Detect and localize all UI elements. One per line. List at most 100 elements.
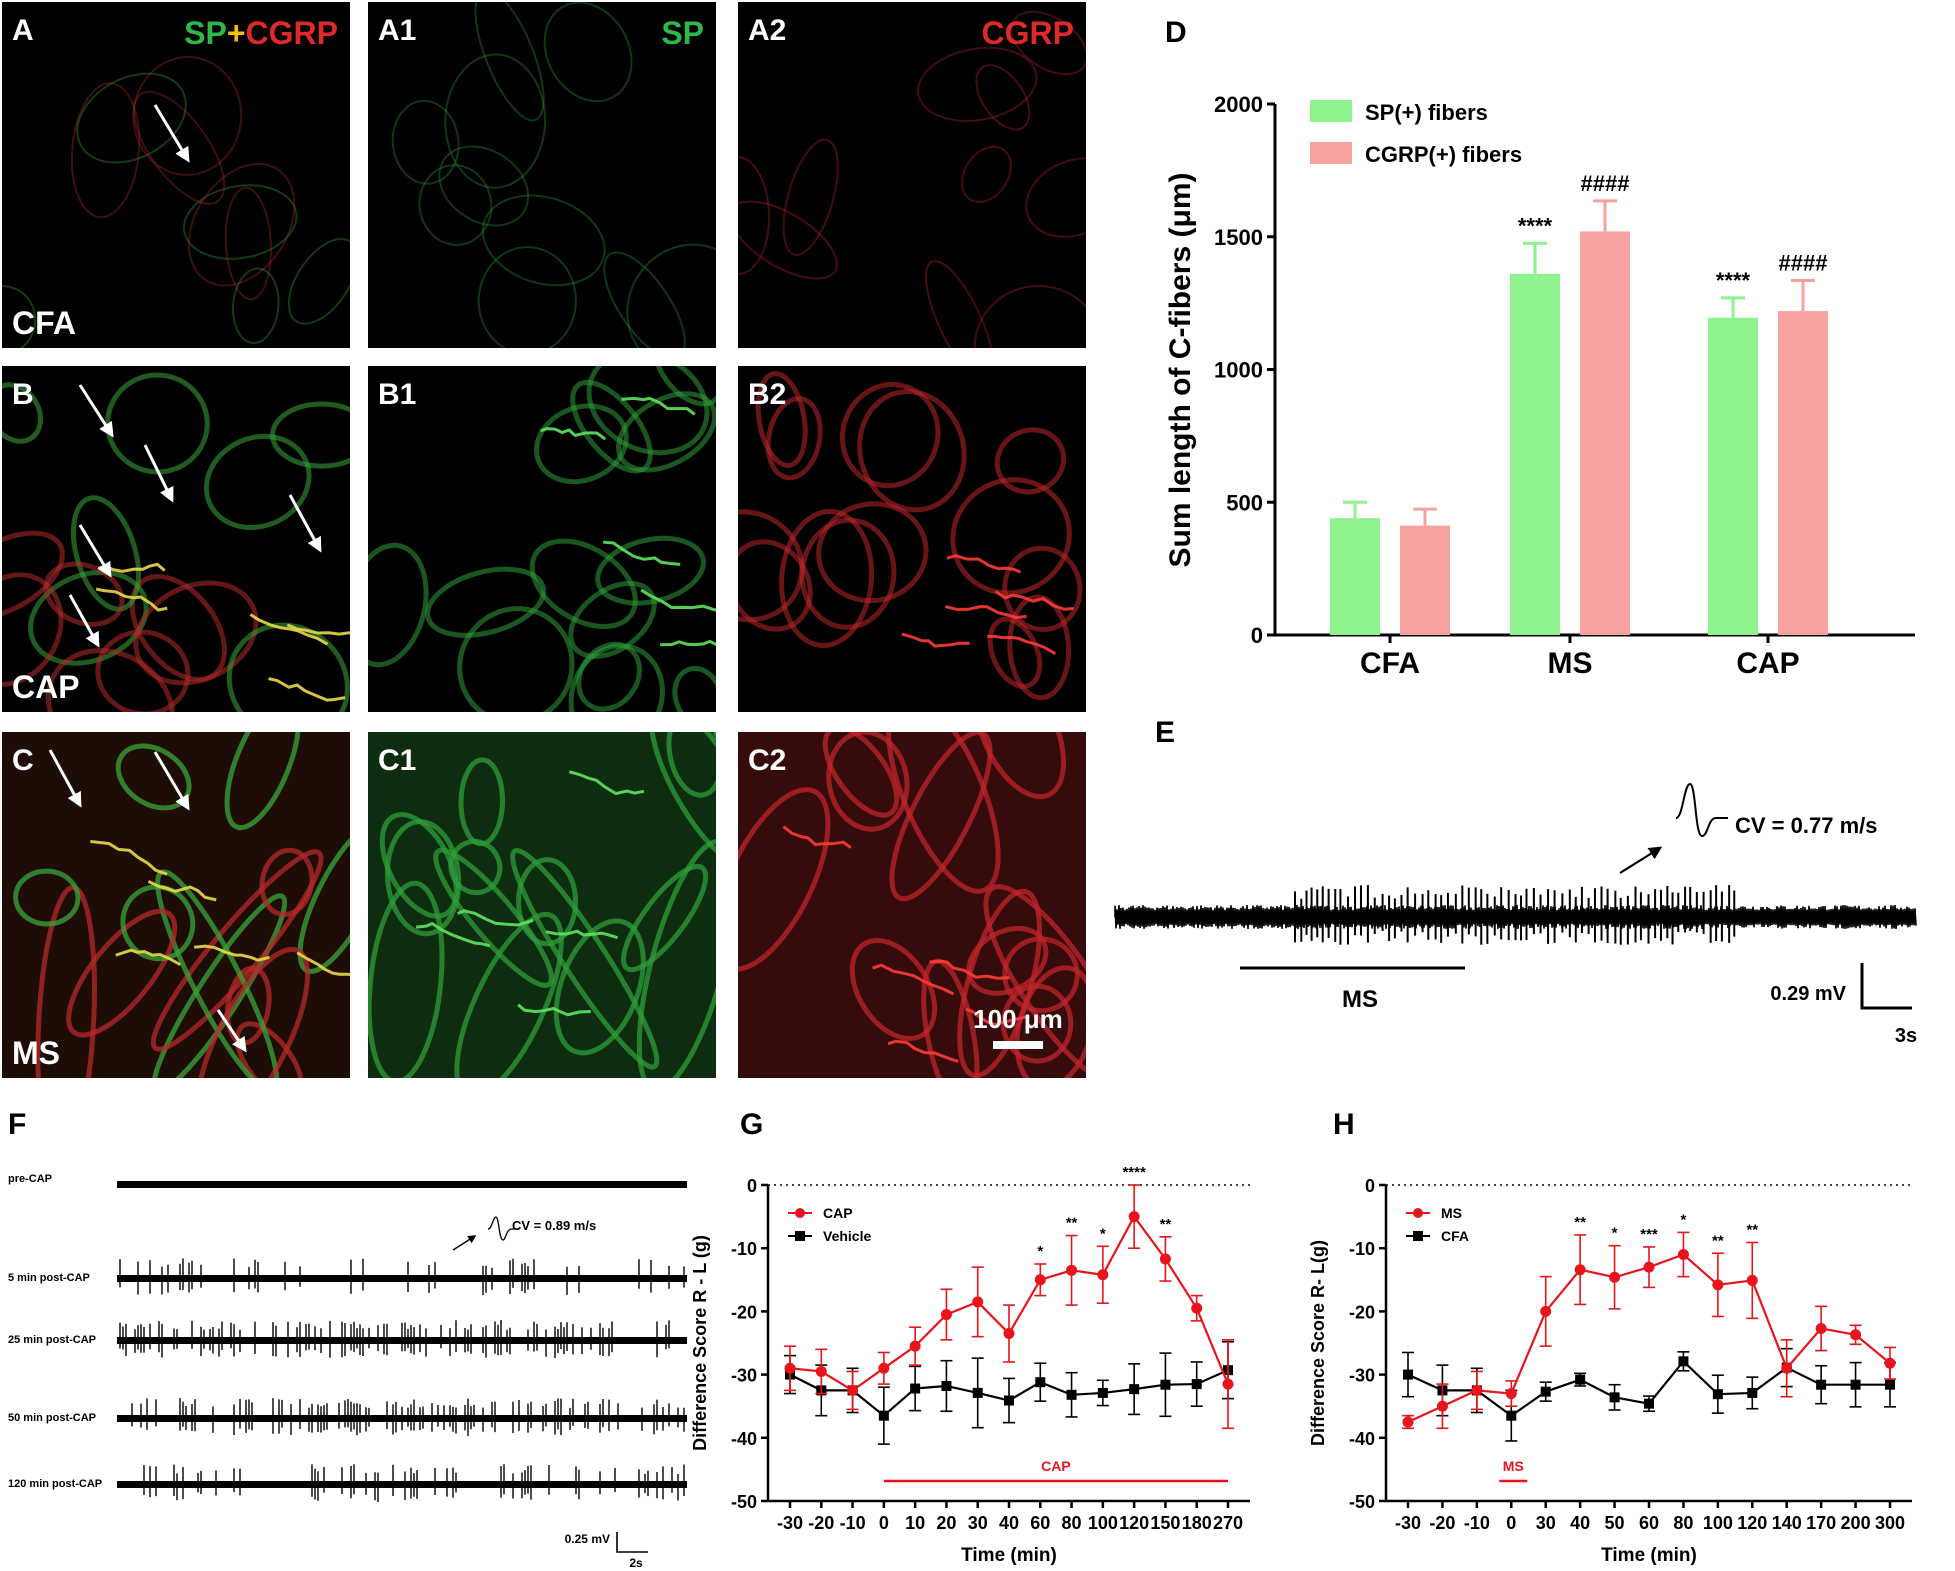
spike-train bbox=[131, 1398, 685, 1436]
channel-plus: + bbox=[227, 15, 246, 51]
fiber-segment bbox=[194, 944, 270, 962]
cell-outline bbox=[1010, 10, 1086, 76]
y-tick-label: -30 bbox=[731, 1366, 757, 1386]
data-point bbox=[1191, 1379, 1202, 1390]
cell-outline bbox=[568, 643, 665, 712]
fiber-segment bbox=[944, 605, 1027, 620]
data-point bbox=[1129, 1384, 1140, 1395]
data-point bbox=[1850, 1329, 1862, 1341]
micrograph-label: B1 bbox=[378, 378, 416, 411]
cell-outline bbox=[1025, 157, 1086, 238]
cell-outline bbox=[132, 90, 226, 205]
significance-label: ** bbox=[1574, 1214, 1586, 1231]
cell-outline bbox=[182, 184, 298, 260]
x-tick-label: 80 bbox=[1673, 1513, 1693, 1533]
scale-bar-f bbox=[616, 1532, 648, 1553]
cell-outline bbox=[444, 53, 547, 189]
cell-outline bbox=[950, 477, 1072, 596]
cell-outline bbox=[287, 238, 350, 325]
spike-train bbox=[1294, 885, 1736, 945]
cell-outline bbox=[738, 539, 813, 632]
data-point bbox=[941, 1380, 952, 1391]
legend-label: CFA bbox=[1441, 1228, 1469, 1244]
data-point bbox=[1816, 1379, 1827, 1390]
legend-label: MS bbox=[1441, 1205, 1462, 1221]
scale-voltage-label-f: 0.25 mV bbox=[565, 1532, 610, 1546]
cell-outline bbox=[666, 732, 716, 798]
nerve-recording-trace-e bbox=[1114, 885, 1917, 945]
x-tick-label: 10 bbox=[905, 1513, 925, 1533]
micrograph-a2: A2 CGRP bbox=[738, 2, 1086, 348]
cell-outline bbox=[129, 574, 227, 682]
trace-label: 25 min post-CAP bbox=[8, 1334, 96, 1346]
panel-letter-f: F bbox=[8, 1108, 26, 1141]
scale-time-label-f: 2s bbox=[629, 1556, 643, 1570]
cell-outline bbox=[826, 732, 910, 832]
data-point bbox=[1678, 1356, 1689, 1367]
cell-outline bbox=[636, 838, 716, 1078]
cell-outline bbox=[433, 847, 554, 988]
cell-outline bbox=[474, 2, 545, 122]
x-tick-label: -30 bbox=[777, 1513, 803, 1533]
scale-time-label-e: 3s bbox=[1895, 1025, 1917, 1047]
line-chart-h: 0-10-20-30-40-50-30 -20 -10 0 30 40 50 60 80 100 1… bbox=[1308, 1176, 1912, 1566]
data-point bbox=[1677, 1249, 1689, 1261]
micrograph-background bbox=[738, 2, 1086, 348]
x-tick-label: 0 bbox=[879, 1513, 889, 1533]
data-point bbox=[1004, 1395, 1014, 1406]
condition-label: MS bbox=[12, 1035, 60, 1071]
fiber-segment bbox=[946, 553, 1022, 574]
cell-outline bbox=[1002, 936, 1080, 1014]
micrograph-c2: C2 bbox=[738, 732, 1086, 1078]
data-point bbox=[1506, 1410, 1517, 1421]
tissue-haze bbox=[368, 732, 716, 1078]
trace-label: 120 min post-CAP bbox=[8, 1478, 102, 1490]
fiber-segment bbox=[782, 825, 852, 849]
x-tick-label: -20 bbox=[808, 1513, 834, 1533]
micrograph-background bbox=[2, 366, 350, 712]
fiber-segment bbox=[994, 590, 1074, 611]
trace-row: 120 min post-CAP bbox=[8, 1464, 687, 1502]
significance-label: **** bbox=[1716, 268, 1751, 293]
x-tick-label: 180 bbox=[1182, 1513, 1212, 1533]
fiber-pointer-arrow bbox=[216, 1009, 247, 1053]
spike-train bbox=[119, 1320, 670, 1358]
cell-outline bbox=[28, 569, 149, 666]
cell-outline bbox=[553, 918, 646, 1056]
micrograph-label: C bbox=[12, 744, 34, 777]
cell-outline bbox=[782, 138, 839, 256]
data-point bbox=[1035, 1377, 1046, 1388]
y-tick-label: -50 bbox=[1349, 1492, 1375, 1512]
cv-label-e: CV = 0.77 m/s bbox=[1735, 813, 1877, 838]
cell-outline bbox=[516, 857, 579, 947]
x-tick-label: 40 bbox=[1570, 1513, 1590, 1533]
micrograph-label: A1 bbox=[378, 14, 416, 47]
micrograph-label: A bbox=[12, 14, 34, 47]
cell-outline bbox=[76, 72, 187, 164]
micrograph-b1: B1 bbox=[368, 366, 716, 712]
y-tick-label: 1000 bbox=[1214, 358, 1263, 383]
x-tick-label: 200 bbox=[1841, 1513, 1871, 1533]
data-point bbox=[1191, 1302, 1203, 1314]
data-point bbox=[1781, 1362, 1793, 1374]
significance-label: ** bbox=[1160, 1216, 1172, 1233]
data-point bbox=[1884, 1357, 1896, 1369]
trace-row: 50 min post-CAP bbox=[8, 1398, 687, 1436]
cell-outline bbox=[477, 246, 577, 348]
x-tick-label: -10 bbox=[1464, 1513, 1490, 1533]
cell-outline bbox=[983, 884, 1086, 1078]
micrograph-texture bbox=[368, 732, 716, 1078]
legend-label: CGRP(+) fibers bbox=[1365, 142, 1522, 167]
data-point bbox=[1128, 1211, 1140, 1223]
cell-outline bbox=[2, 530, 65, 621]
fiber-segment bbox=[286, 623, 350, 636]
data-point bbox=[1540, 1386, 1551, 1397]
fiber-segment bbox=[545, 929, 619, 940]
y-tick-label: -20 bbox=[731, 1302, 757, 1322]
micrograph-texture bbox=[2, 732, 350, 1078]
cell-outline bbox=[481, 194, 606, 287]
data-point bbox=[815, 1365, 827, 1377]
cell-outline bbox=[917, 46, 1038, 122]
channel-cgrp: CGRP bbox=[246, 15, 338, 51]
